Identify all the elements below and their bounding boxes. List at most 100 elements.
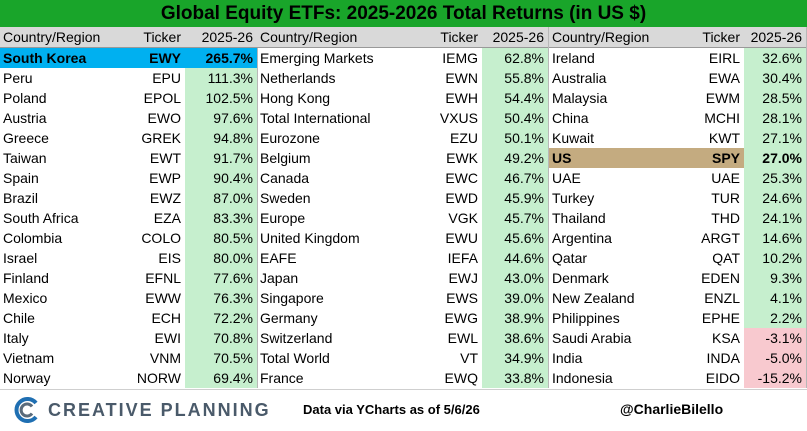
- cell-return: 45.6%: [482, 228, 548, 248]
- header-ticker: Ticker: [440, 29, 478, 45]
- cell-country: Total International: [260, 110, 371, 126]
- cell-country: Sweden: [260, 190, 311, 206]
- cell-country: Chile: [3, 310, 35, 326]
- cell-country: Denmark: [552, 270, 609, 286]
- cell-ticker: VGK: [448, 210, 478, 226]
- table-row: Total International VXUS 50.4%: [257, 108, 548, 128]
- cell-ticker: VT: [460, 350, 478, 366]
- cell-country: Vietnam: [3, 350, 55, 366]
- cell-country: Poland: [3, 90, 47, 106]
- cell-country: Canada: [260, 170, 310, 186]
- cell-return: 72.2%: [185, 308, 257, 328]
- header-ticker: Ticker: [702, 29, 740, 45]
- cell-ticker: ECH: [151, 310, 181, 326]
- cell-country: Italy: [3, 330, 29, 346]
- cell-country: Emerging Markets: [260, 50, 374, 66]
- cell-country: Greece: [3, 130, 49, 146]
- cell-ticker: EWZ: [149, 190, 181, 206]
- cell-country: Argentina: [552, 230, 612, 246]
- cell-return: 34.9%: [482, 348, 548, 368]
- cell-country: Australia: [552, 70, 607, 86]
- cell-ticker: EWT: [149, 150, 181, 166]
- author-handle: @CharlieBilello: [620, 401, 724, 417]
- page-title: Global Equity ETFs: 2025-2026 Total Retu…: [0, 0, 807, 28]
- cell-country: Colombia: [3, 230, 63, 246]
- table-row: Canada EWC 46.7%: [257, 168, 548, 188]
- cell-return: 90.4%: [185, 168, 257, 188]
- table-header-row: Country/Region Ticker 2025-26: [0, 27, 257, 48]
- cell-ticker: INDA: [706, 350, 740, 366]
- cell-ticker: QAT: [712, 250, 740, 266]
- cell-ticker: ENZL: [704, 290, 740, 306]
- cell-return: 30.4%: [744, 68, 806, 88]
- cell-return: 25.3%: [744, 168, 806, 188]
- header-ticker: Ticker: [143, 29, 181, 45]
- cell-country: Thailand: [552, 210, 606, 226]
- cell-ticker: COLO: [141, 230, 181, 246]
- cell-return: 45.9%: [482, 188, 548, 208]
- table-row: Qatar QAT 10.2%: [549, 248, 806, 268]
- cell-return: 76.3%: [185, 288, 257, 308]
- table-row: Thailand THD 24.1%: [549, 208, 806, 228]
- table-row: Netherlands EWN 55.8%: [257, 68, 548, 88]
- cell-country: Peru: [3, 70, 33, 86]
- cell-country: Eurozone: [260, 130, 320, 146]
- cell-ticker: SPY: [711, 150, 740, 166]
- header-return: 2025-26: [492, 29, 544, 45]
- cell-return: 94.8%: [185, 128, 257, 148]
- table-row: Philippines EPHE 2.2%: [549, 308, 806, 328]
- cell-return: 70.8%: [185, 328, 257, 348]
- cell-return: 49.2%: [482, 148, 548, 168]
- cell-return: 62.8%: [482, 48, 548, 68]
- cell-country: Total World: [260, 350, 330, 366]
- cell-country: Austria: [3, 110, 47, 126]
- cell-country: South Korea: [3, 50, 87, 66]
- cell-country: Japan: [260, 270, 299, 286]
- cell-return: 28.1%: [744, 108, 806, 128]
- header-return: 2025-26: [750, 29, 802, 45]
- cell-ticker: KSA: [711, 330, 740, 346]
- table-row: Hong Kong EWH 54.4%: [257, 88, 548, 108]
- cell-country: Saudi Arabia: [552, 330, 632, 346]
- cell-ticker: EWI: [154, 330, 181, 346]
- table-row: South Korea EWY 265.7%: [0, 48, 257, 68]
- cell-country: Ireland: [552, 50, 595, 66]
- cell-return: 50.4%: [482, 108, 548, 128]
- table-header-row: Country/Region Ticker 2025-26: [549, 27, 806, 48]
- cell-return: 97.6%: [185, 108, 257, 128]
- cell-return: 111.3%: [185, 68, 257, 88]
- cell-country: New Zealand: [552, 290, 635, 306]
- table-row: Switzerland EWL 38.6%: [257, 328, 548, 348]
- cell-ticker: EZA: [153, 210, 181, 226]
- cell-return: 77.6%: [185, 268, 257, 288]
- cell-return: 4.1%: [744, 288, 806, 308]
- cell-country: Switzerland: [260, 330, 333, 346]
- brand-name: CREATIVE PLANNING: [48, 400, 271, 420]
- cell-return: 28.5%: [744, 88, 806, 108]
- footer: CREATIVE PLANNING Data via YCharts as of…: [0, 389, 807, 431]
- table-row: Argentina ARGT 14.6%: [549, 228, 806, 248]
- cell-country: United Kingdom: [260, 230, 360, 246]
- cell-ticker: EWH: [445, 90, 478, 106]
- cell-country: China: [552, 110, 589, 126]
- table-row: Turkey TUR 24.6%: [549, 188, 806, 208]
- cell-country: Philippines: [552, 310, 620, 326]
- cell-return: 9.3%: [744, 268, 806, 288]
- cell-country: Indonesia: [552, 370, 613, 386]
- cell-return: 50.1%: [482, 128, 548, 148]
- cell-country: Hong Kong: [260, 90, 331, 106]
- table-row: Italy EWI 70.8%: [0, 328, 257, 348]
- table-row: Singapore EWS 39.0%: [257, 288, 548, 308]
- cell-country: Belgium: [260, 150, 311, 166]
- cell-ticker: EWK: [446, 150, 478, 166]
- table-panel-3: Country/Region Ticker 2025-26 Ireland EIRL 32…: [549, 27, 807, 388]
- table-row: UAE UAE 25.3%: [549, 168, 806, 188]
- cell-return: 46.7%: [482, 168, 548, 188]
- cell-ticker: GREK: [141, 130, 181, 146]
- cell-country: Europe: [260, 210, 306, 226]
- cell-ticker: EFNL: [145, 270, 181, 286]
- cell-ticker: EWU: [445, 230, 478, 246]
- cell-ticker: EDEN: [701, 270, 740, 286]
- cell-return: 70.5%: [185, 348, 257, 368]
- cell-ticker: IEFA: [447, 250, 478, 266]
